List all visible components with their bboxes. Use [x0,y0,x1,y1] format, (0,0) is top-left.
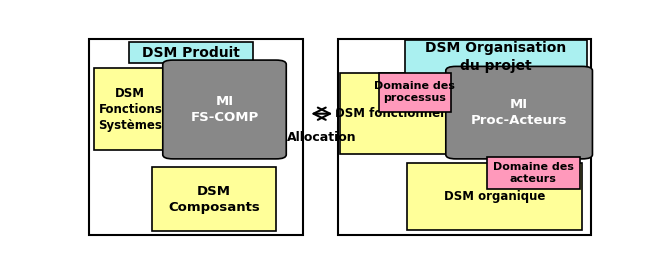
Bar [338,39,591,235]
Bar [129,42,253,63]
Bar [341,73,451,154]
Text: DSM
Fonctions
Systèmes: DSM Fonctions Systèmes [98,87,162,132]
Text: MI
Proc-Acteurs: MI Proc-Acteurs [471,98,567,127]
Bar [153,167,276,232]
Text: DSM
Composants: DSM Composants [169,185,260,214]
Text: DSM Produit: DSM Produit [142,46,240,60]
Bar [407,163,582,230]
Text: DSM Organisation
du projet: DSM Organisation du projet [425,41,566,73]
Bar [487,157,580,189]
Text: MI
FS-COMP: MI FS-COMP [191,95,259,124]
Bar [404,40,588,75]
Text: DSM fonctionnelle: DSM fonctionnelle [335,107,456,120]
Bar [379,73,451,112]
Bar [94,69,167,150]
Text: Allocation: Allocation [287,131,357,144]
FancyBboxPatch shape [446,66,592,159]
Text: Domaine des
acteurs: Domaine des acteurs [493,162,574,184]
FancyBboxPatch shape [163,60,286,159]
Text: Domaine des
processus: Domaine des processus [374,81,456,103]
Bar [89,39,303,235]
Text: DSM organique: DSM organique [444,190,545,203]
